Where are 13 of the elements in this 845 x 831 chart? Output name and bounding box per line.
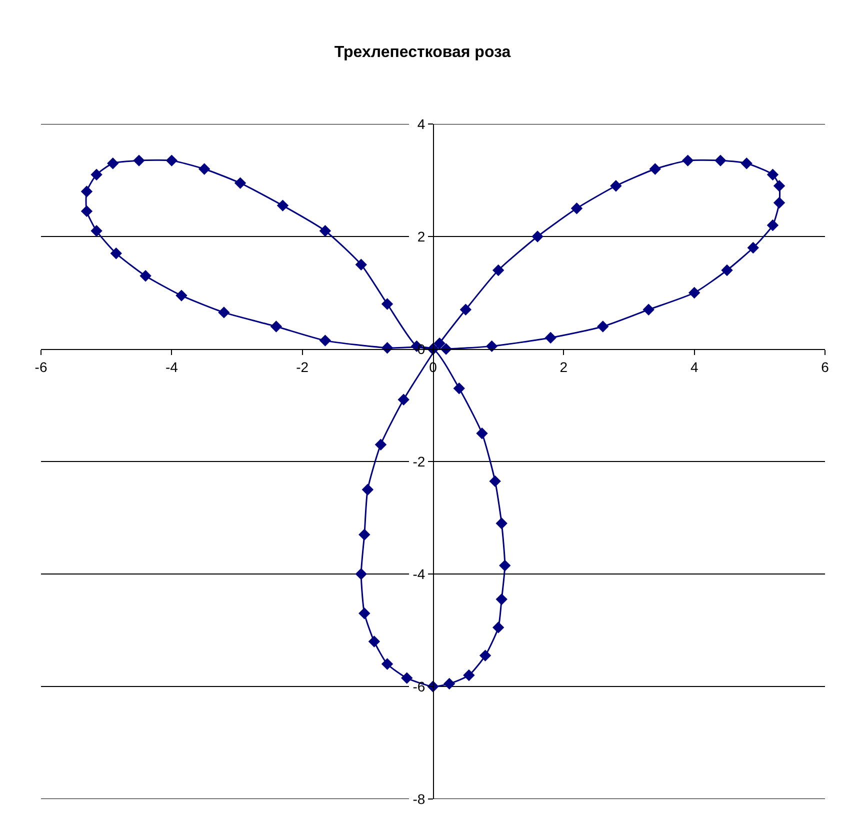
y-tick-label: 4 <box>417 116 426 132</box>
chart-title: Трехлепестковая роза <box>334 44 511 61</box>
y-tick-label: -6 <box>412 678 426 694</box>
y-tick-label: -2 <box>412 453 426 470</box>
x-tick-label: 6 <box>821 358 830 375</box>
y-tick-label: -4 <box>412 566 426 582</box>
y-tick-label: -8 <box>412 790 426 807</box>
x-tick-label: -6 <box>34 358 48 375</box>
x-tick-label: 4 <box>690 358 698 375</box>
x-tick-label: 2 <box>560 358 568 375</box>
x-tick-label: -2 <box>296 358 309 375</box>
x-tick-label: -4 <box>165 358 178 375</box>
y-tick-label: 2 <box>417 228 426 244</box>
